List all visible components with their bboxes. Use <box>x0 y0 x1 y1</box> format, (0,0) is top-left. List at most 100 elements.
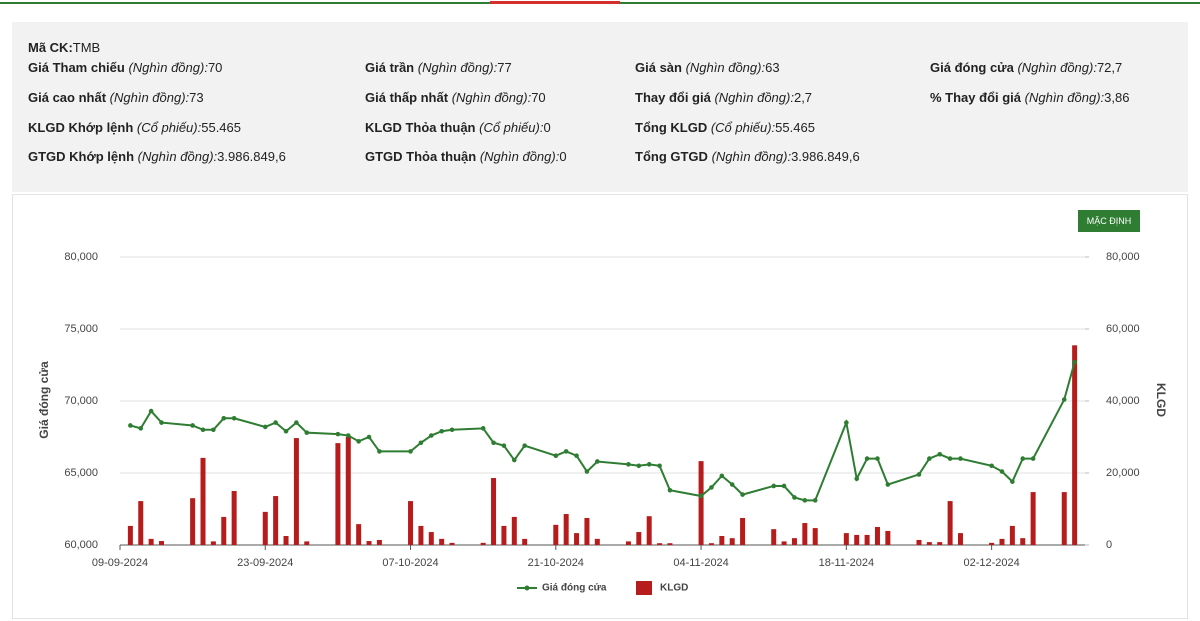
info-field: KLGD Khớp lệnh (Cổ phiếu):55.465 <box>28 120 241 135</box>
volume-bar <box>522 538 528 545</box>
info-field: Tổng GTGD (Nghìn đồng):3.986.849,6 <box>635 149 860 164</box>
field-unit: (Nghìn đồng): <box>137 149 218 164</box>
field-unit: (Nghìn đồng): <box>451 90 532 105</box>
field-label: Tổng KLGD <box>635 120 708 135</box>
volume-bar <box>283 536 289 545</box>
volume-bar <box>356 524 362 545</box>
default-button[interactable]: MẶC ĐỊNH <box>1078 210 1140 232</box>
info-field: GTGD Khớp lệnh (Nghìn đồng):3.986.849,6 <box>28 149 286 164</box>
volume-bar <box>428 532 434 545</box>
field-label: Giá sàn <box>635 60 682 75</box>
volume-bar <box>874 527 880 545</box>
y-tick-label: 60,000 <box>64 539 98 551</box>
price-point <box>480 426 486 431</box>
x-tick-label: 09-09-2024 <box>92 557 148 569</box>
volume-bar <box>127 525 133 545</box>
volume-bar <box>304 541 310 545</box>
y-axis-title: Giá đóng cửa <box>37 361 51 439</box>
price-point <box>512 457 517 463</box>
volume-bar <box>511 516 517 545</box>
field-value: 3,86 <box>1104 90 1130 105</box>
field-label: KLGD Thỏa thuận <box>365 120 476 135</box>
volume-bar <box>781 541 787 545</box>
volume-bar <box>210 541 216 545</box>
field-label: KLGD Khớp lệnh <box>28 120 134 135</box>
legend-label: KLGD <box>660 583 688 594</box>
field-value: 55.465 <box>775 120 815 135</box>
x-tick-label: 23-09-2024 <box>237 557 293 569</box>
price-point <box>771 483 777 489</box>
price-point <box>657 463 662 469</box>
volume-bar <box>916 539 922 545</box>
price-point <box>989 463 994 469</box>
volume-bar <box>657 543 663 545</box>
volume-bar <box>854 534 860 545</box>
price-point <box>792 495 797 500</box>
field-value: 3.986.849,6 <box>791 149 860 164</box>
field-unit: (Cổ phiếu): <box>479 120 544 135</box>
volume-bar <box>864 534 870 545</box>
price-point <box>262 424 268 430</box>
field-unit: (Cổ phiếu): <box>710 120 776 135</box>
volume-bar <box>439 538 445 545</box>
field-unit: (Nghìn đồng): <box>685 60 766 75</box>
volume-bar <box>501 525 507 545</box>
active-tab-indicator <box>490 1 620 4</box>
field-label: Thay đổi giá <box>635 90 711 105</box>
volume-bar <box>449 542 455 545</box>
price-point <box>626 462 631 467</box>
field-value: 3.986.849,6 <box>217 149 286 164</box>
price-point <box>584 469 590 474</box>
price-point <box>729 482 735 487</box>
price-point <box>885 482 891 487</box>
field-value: 0 <box>543 120 551 135</box>
field-label: GTGD Khớp lệnh <box>28 149 135 164</box>
y2-tick-label: 40,000 <box>1106 395 1140 407</box>
volume-bar <box>273 496 279 545</box>
field-value: 72,7 <box>1096 60 1123 75</box>
field-unit: (Cổ phiếu): <box>136 120 202 135</box>
price-point <box>148 408 154 414</box>
price-point <box>345 433 351 438</box>
price-point <box>563 449 569 454</box>
field-value: 63 <box>765 60 780 75</box>
price-point <box>200 427 206 433</box>
field-value: 70 <box>207 60 223 75</box>
price-point <box>1072 359 1077 365</box>
y2-tick-label: 80,000 <box>1106 251 1140 263</box>
volume-bar <box>366 541 372 545</box>
price-point <box>958 456 963 461</box>
price-point <box>190 423 195 428</box>
price-point <box>128 423 133 428</box>
field-label: Giá trần <box>365 60 415 75</box>
x-tick-label: 02-12-2024 <box>963 557 1019 569</box>
field-value: 0 <box>559 149 567 164</box>
price-point <box>740 492 745 497</box>
volume-bar <box>957 533 963 545</box>
price-point <box>812 498 818 503</box>
info-field: KLGD Thỏa thuận (Cổ phiếu):0 <box>365 120 551 135</box>
price-point <box>439 428 444 434</box>
x-tick-label: 18-11-2024 <box>819 557 874 569</box>
field-label: Giá thấp nhất <box>365 90 449 105</box>
x-tick-label: 04-11-2024 <box>673 557 728 569</box>
volume-bar <box>418 525 424 545</box>
field-unit: (Nghìn đồng): <box>1017 60 1097 75</box>
field-value: 77 <box>497 60 512 75</box>
info-field: Thay đổi giá (Nghìn đồng):2,7 <box>635 90 812 105</box>
volume-bar <box>480 542 486 545</box>
volume-bar <box>771 529 777 545</box>
volume-bar <box>553 524 559 545</box>
volume-bar <box>885 530 891 545</box>
field-label: Giá đóng cửa <box>930 60 1014 75</box>
y-tick-label: 80,000 <box>64 251 98 263</box>
volume-bar <box>1072 345 1078 545</box>
price-point <box>781 483 787 489</box>
price-point <box>449 427 455 433</box>
volume-bar <box>138 501 144 545</box>
volume-bar <box>262 511 268 545</box>
price-point <box>927 456 932 461</box>
volume-bar <box>1020 538 1026 545</box>
price-point <box>937 451 943 457</box>
